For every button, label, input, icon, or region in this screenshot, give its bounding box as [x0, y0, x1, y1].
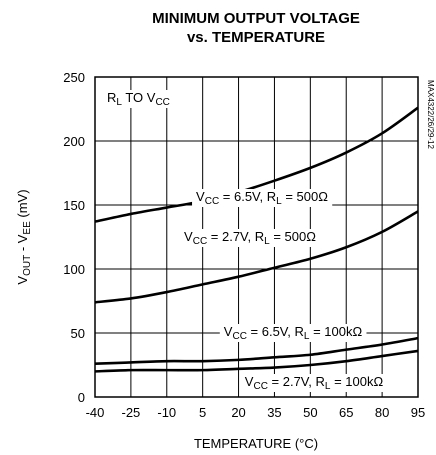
series-label: VCC = 2.7V, RL = 500Ω [184, 229, 316, 247]
label-background [219, 324, 367, 342]
x-tick-label: -25 [121, 405, 140, 420]
text-run: - V [15, 234, 30, 255]
x-tick-label: 80 [375, 405, 389, 420]
y-tick-label: 150 [63, 198, 85, 213]
text-run: R [107, 90, 116, 105]
y-tick-label: 0 [78, 390, 85, 405]
text-run: V [245, 374, 254, 389]
text-run: CC [205, 196, 219, 207]
text-run: L [264, 236, 270, 247]
series-label: VCC = 6.5V, RL = 500Ω [196, 189, 328, 207]
x-tick-label: 95 [411, 405, 425, 420]
series-label: VCC = 2.7V, RL = 100kΩ [245, 374, 384, 392]
label-background [192, 189, 333, 207]
text-run: = 2.7V, R [268, 374, 325, 389]
y-tick-label: 50 [71, 326, 85, 341]
text-run: CC [193, 236, 207, 247]
text-run: V [224, 324, 233, 339]
text-run: CC [232, 331, 246, 342]
chart-title: MINIMUM OUTPUT VOLTAGE [152, 10, 360, 27]
label-background [180, 229, 321, 247]
text-run: V [196, 189, 205, 204]
data-line [94, 106, 419, 223]
y-tick-label: 100 [63, 262, 85, 277]
x-tick-label: -10 [157, 405, 176, 420]
text-run: = 100kΩ [309, 324, 362, 339]
text-run: L [325, 381, 331, 392]
text-run: V [15, 276, 30, 285]
text-run: CC [155, 97, 169, 108]
text-run: = 100kΩ [330, 374, 383, 389]
text-run: L [276, 196, 282, 207]
data-line [94, 349, 419, 373]
plot-frame [94, 76, 419, 398]
data-line [94, 210, 419, 304]
text-run: OUT [22, 255, 33, 276]
x-tick-label: 5 [199, 405, 206, 420]
text-run: CC [253, 381, 267, 392]
y-axis-label: VOUT - VEE (mV) [15, 189, 33, 284]
x-tick-label: 65 [339, 405, 353, 420]
text-run: (mV) [15, 189, 30, 221]
label-background [240, 374, 388, 392]
text-run: EE [22, 221, 33, 235]
x-tick-label: 35 [267, 405, 281, 420]
y-tick-label: 250 [63, 70, 85, 85]
text-run: = 2.7V, R [207, 229, 264, 244]
text-run: = 500Ω [270, 229, 317, 244]
text-run: L [116, 97, 122, 108]
text-run: = 500Ω [282, 189, 329, 204]
text-run: TO V [122, 90, 156, 105]
text-run: = 6.5V, R [247, 324, 304, 339]
x-tick-label: 20 [231, 405, 245, 420]
x-tick-label: 50 [303, 405, 317, 420]
chart-subtitle: vs. TEMPERATURE [187, 29, 325, 46]
y-tick-label: 200 [63, 134, 85, 149]
data-line [94, 336, 419, 366]
text-run: = 6.5V, R [219, 189, 276, 204]
text-run: L [304, 331, 310, 342]
x-tick-label: -40 [86, 405, 105, 420]
side-note: MAX4322/26/29-12 [426, 80, 435, 149]
series-label: VCC = 6.5V, RL = 100kΩ [224, 324, 363, 342]
x-axis-label: TEMPERATURE (°C) [194, 436, 318, 451]
text-run: V [184, 229, 193, 244]
annotation: RL TO VCC [107, 90, 170, 108]
label-background [104, 90, 173, 108]
